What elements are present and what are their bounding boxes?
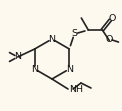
Text: NH: NH: [69, 84, 83, 93]
Text: N: N: [31, 64, 38, 73]
Text: S: S: [71, 30, 77, 39]
Text: O: O: [106, 36, 113, 45]
Text: N: N: [66, 64, 73, 73]
Text: N: N: [49, 35, 56, 44]
Text: N: N: [14, 53, 21, 61]
Text: O: O: [108, 14, 116, 23]
